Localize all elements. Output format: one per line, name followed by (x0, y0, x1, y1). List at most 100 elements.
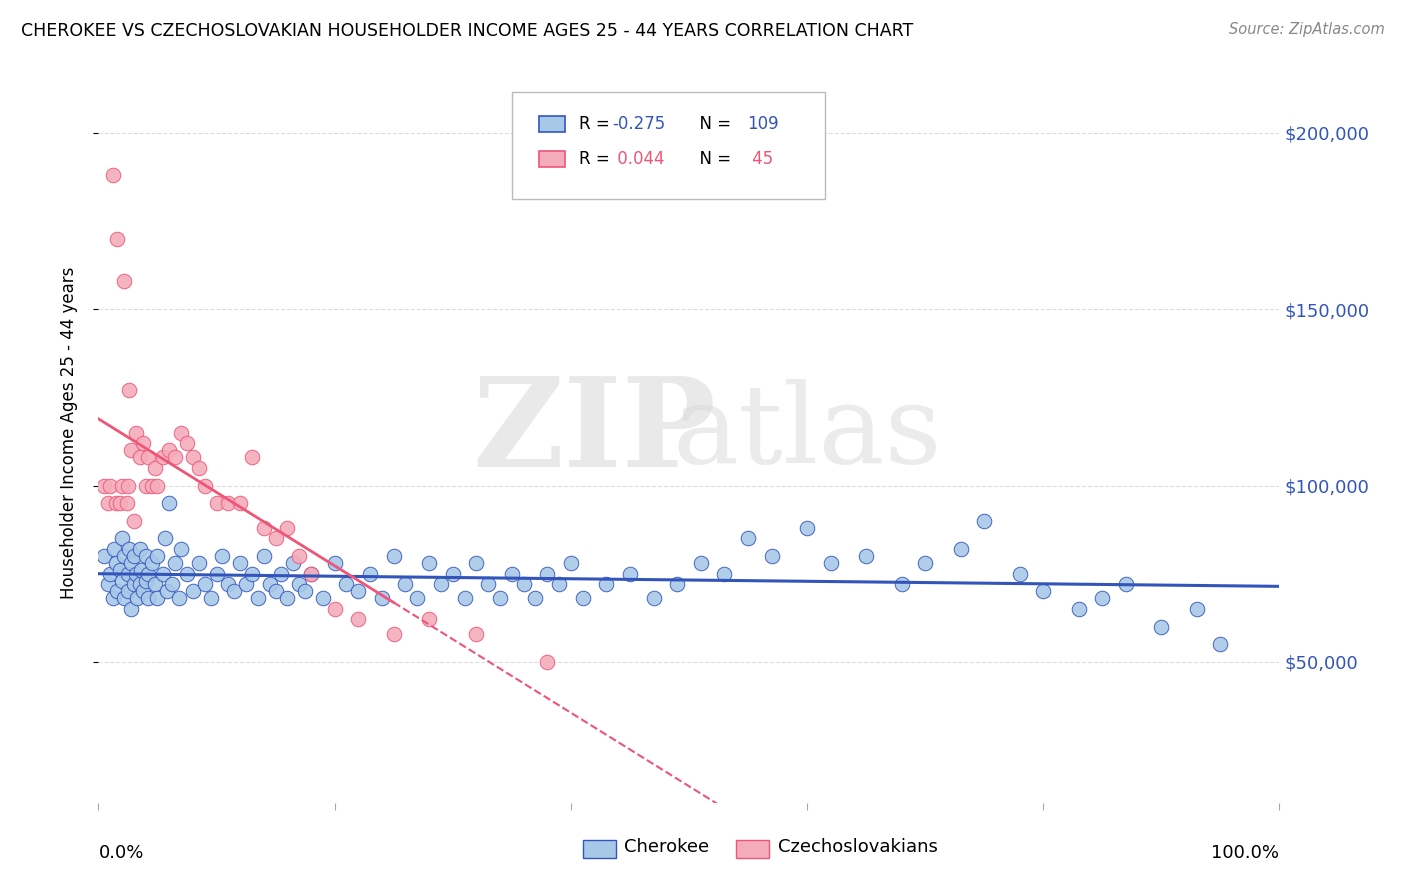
Point (136, 450, 159, 465)
Point (347, 612, 370, 626)
Point (143, 577, 166, 591)
Point (205, 496, 228, 510)
Point (143, 461, 166, 475)
Point (323, 556, 346, 570)
Point (299, 566, 322, 581)
Point (299, 566, 322, 581)
Text: N =: N = (689, 150, 737, 168)
Point (187, 556, 209, 570)
Y-axis label: Householder Income Ages 25 - 44 years: Householder Income Ages 25 - 44 years (59, 267, 77, 599)
Point (160, 577, 183, 591)
Point (382, 549, 405, 563)
Point (141, 556, 163, 570)
Point (276, 521, 298, 535)
Point (560, 556, 582, 570)
Text: 0.044: 0.044 (612, 150, 665, 168)
Point (97, 496, 120, 510)
Text: atlas: atlas (672, 379, 942, 486)
Point (132, 436, 155, 450)
Point (152, 566, 174, 581)
Point (122, 577, 145, 591)
Point (157, 496, 180, 510)
Point (200, 591, 222, 606)
Point (619, 566, 641, 581)
Point (101, 168, 124, 182)
Text: N =: N = (689, 115, 737, 133)
Point (153, 532, 176, 546)
Point (187, 461, 209, 475)
Point (93, 549, 115, 563)
Point (112, 591, 135, 606)
Point (170, 541, 193, 556)
Point (312, 591, 335, 606)
Point (796, 521, 818, 535)
Point (118, 384, 141, 398)
Point (194, 577, 217, 591)
Point (146, 591, 169, 606)
Point (111, 574, 134, 588)
Point (264, 584, 287, 599)
Point (121, 602, 143, 616)
Point (122, 514, 145, 528)
Point (713, 566, 735, 581)
Point (135, 478, 157, 492)
Point (128, 577, 150, 591)
Point (141, 478, 163, 492)
FancyBboxPatch shape (538, 116, 565, 132)
Point (127, 591, 149, 606)
Point (156, 584, 179, 599)
Point (229, 496, 252, 510)
Point (288, 577, 311, 591)
Text: 0.0%: 0.0% (98, 844, 143, 862)
Point (108, 496, 131, 510)
Point (181, 584, 204, 599)
Point (973, 514, 995, 528)
Text: -0.275: -0.275 (612, 115, 665, 133)
Point (1032, 584, 1054, 599)
Point (294, 584, 316, 599)
FancyBboxPatch shape (582, 840, 616, 857)
Text: Czechoslovakians: Czechoslovakians (778, 838, 938, 856)
Point (121, 443, 143, 458)
Point (117, 566, 139, 581)
Point (335, 577, 357, 591)
Point (125, 425, 148, 440)
Point (136, 566, 159, 581)
Point (105, 584, 128, 599)
Point (283, 556, 305, 570)
Point (115, 496, 138, 510)
Point (264, 532, 287, 546)
Point (129, 563, 152, 577)
Point (98, 566, 121, 581)
Point (394, 577, 416, 591)
Point (253, 521, 276, 535)
Point (477, 577, 499, 591)
Point (643, 591, 665, 606)
Point (536, 655, 558, 669)
Point (111, 532, 134, 546)
Point (359, 566, 381, 581)
Point (105, 496, 128, 510)
Text: CHEROKEE VS CZECHOSLOVAKIAN HOUSEHOLDER INCOME AGES 25 - 44 YEARS CORRELATION CH: CHEROKEE VS CZECHOSLOVAKIAN HOUSEHOLDER … (21, 22, 914, 40)
Point (441, 566, 464, 581)
Point (453, 591, 475, 606)
Point (890, 577, 912, 591)
Point (165, 450, 187, 465)
Point (121, 556, 143, 570)
Point (855, 549, 877, 563)
Point (224, 584, 246, 599)
Point (1185, 602, 1208, 616)
Point (118, 541, 141, 556)
Point (259, 577, 281, 591)
Point (117, 478, 139, 492)
Point (103, 541, 125, 556)
Point (501, 566, 523, 581)
Point (1209, 637, 1232, 651)
Point (1150, 619, 1173, 633)
Point (157, 443, 180, 458)
Point (105, 556, 128, 570)
Point (217, 496, 239, 510)
Point (1008, 566, 1031, 581)
Point (465, 556, 488, 570)
Point (253, 549, 276, 563)
